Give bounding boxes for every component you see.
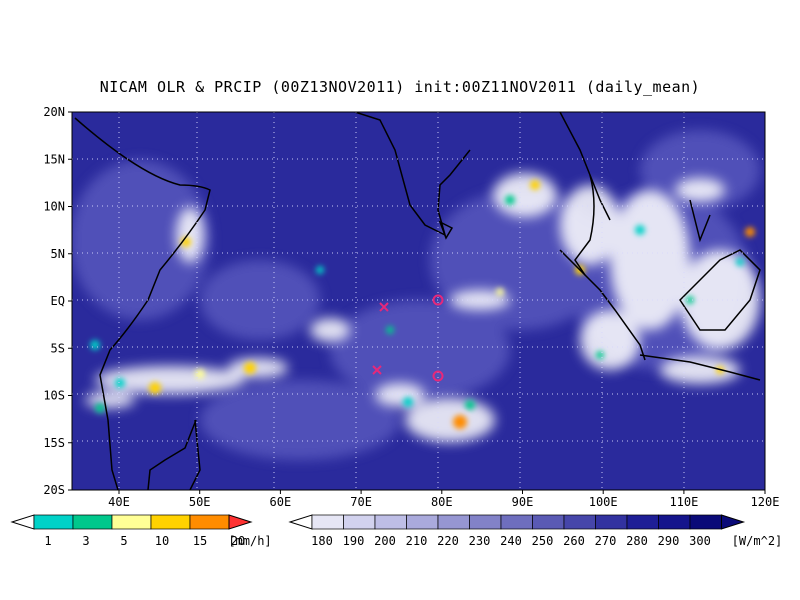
colorbar-swatch: [406, 514, 439, 530]
map-title: NICAM OLR & PRCIP (00Z13NOV2011) init:00…: [99, 78, 701, 96]
colorbar-swatch: [374, 514, 407, 530]
colorbar-swatch: [595, 514, 628, 530]
colorbar-swatch: [500, 514, 533, 530]
colorbar-label: 3: [82, 534, 89, 548]
colorbar-left-arrow: [288, 514, 313, 530]
colorbar-swatch: [311, 514, 344, 530]
latitude-label: EQ: [51, 294, 65, 308]
colorbar-label: 180: [311, 534, 333, 548]
colorbar-label: 280: [626, 534, 648, 548]
colorbar-label: 220: [437, 534, 459, 548]
station-marker-cross: [372, 365, 382, 375]
colorbar-label: 1: [44, 534, 51, 548]
colorbar-label: 300: [689, 534, 711, 548]
station-marker-circle: [432, 294, 444, 306]
colorbar-label: 230: [469, 534, 491, 548]
colorbar-left-arrow: [10, 514, 35, 530]
colorbar-label: 250: [532, 534, 554, 548]
colorbar-right-arrow: [228, 514, 253, 530]
colorbar-label: 190: [343, 534, 365, 548]
colorbar-label: 200: [374, 534, 396, 548]
longitude-labels: 40E 50E 60E 70E 80E 90E 100E 110E 120E: [108, 490, 779, 509]
station-markers: [372, 294, 444, 382]
colorbar-swatch: [437, 514, 470, 530]
colorbar-swatch: [189, 514, 230, 530]
colorbar-label: 15: [193, 534, 207, 548]
colorbar-swatch: [343, 514, 376, 530]
latitude-label: 15S: [43, 436, 65, 450]
precip-cells: [90, 180, 755, 429]
colorbar-swatch: [689, 514, 722, 530]
latitude-label: 5S: [51, 341, 65, 355]
latitude-label: 10N: [43, 200, 65, 214]
colorbar-unit: [mm/h]: [228, 534, 271, 548]
longitude-label: 110E: [669, 495, 698, 509]
colorbar-label: 240: [500, 534, 522, 548]
station-marker-cross: [379, 302, 389, 312]
colorbar-label: 290: [658, 534, 680, 548]
latitude-label: 20S: [43, 483, 65, 497]
colorbar-unit: [W/m^2]: [732, 534, 783, 548]
longitude-label: 50E: [189, 495, 211, 509]
precip-colorbar: 1 3 5 10 15 20[mm/h]: [10, 514, 272, 548]
latitude-label: 5N: [51, 247, 65, 261]
coastlines: [74, 112, 761, 490]
colorbar-label: 5: [120, 534, 127, 548]
latitude-label: 15N: [43, 152, 65, 166]
colorbar-swatch: [72, 514, 113, 530]
colorbar-label: 270: [595, 534, 617, 548]
colorbar-label: 210: [406, 534, 428, 548]
longitude-label: 80E: [431, 495, 453, 509]
longitude-label: 70E: [350, 495, 372, 509]
colorbar-label: 20: [231, 534, 245, 548]
longitude-label: 90E: [512, 495, 534, 509]
map-plot-area: [72, 112, 765, 490]
colorbar-swatch: [658, 514, 691, 530]
map-grid: [72, 112, 765, 490]
olr-colorbar: 180 190 200 210 220 230 240 250 260 270 280 290 300 […: [288, 514, 783, 548]
colorbar-swatch: [469, 514, 502, 530]
longitude-label: 120E: [751, 495, 780, 509]
colorbar-swatch: [626, 514, 659, 530]
latitude-labels: 20N 15N 10N 5N EQ 5S 10S 15S 20S: [43, 105, 72, 497]
colorbar-swatch: [532, 514, 565, 530]
longitude-label: 100E: [589, 495, 618, 509]
station-marker-circle: [432, 370, 444, 382]
colorbar-right-arrow: [721, 514, 746, 530]
latitude-label: 20N: [43, 105, 65, 119]
latitude-label: 10S: [43, 389, 65, 403]
colorbar-label: 10: [155, 534, 169, 548]
colorbar-swatch: [33, 514, 74, 530]
longitude-label: 60E: [270, 495, 292, 509]
longitude-label: 40E: [108, 495, 130, 509]
colorbar-label: 260: [563, 534, 585, 548]
colorbar-swatch: [563, 514, 596, 530]
colorbar-swatch: [111, 514, 152, 530]
colorbar-swatch: [150, 514, 191, 530]
